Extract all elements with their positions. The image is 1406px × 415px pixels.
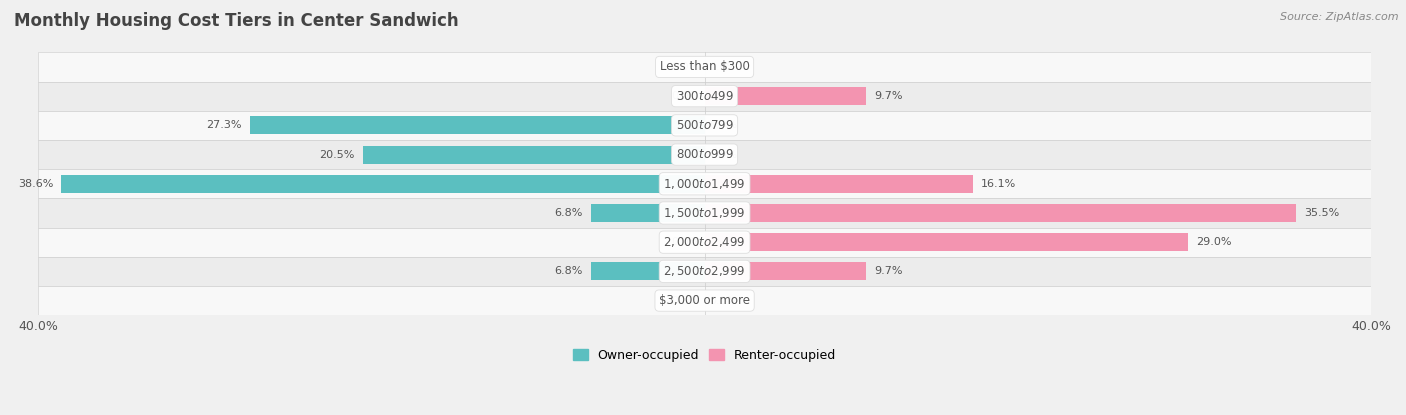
Text: 16.1%: 16.1% bbox=[981, 179, 1017, 189]
Bar bbox=[38, 257, 1371, 286]
Text: $3,000 or more: $3,000 or more bbox=[659, 294, 749, 307]
Bar bbox=[38, 82, 1371, 111]
Text: $800 to $999: $800 to $999 bbox=[676, 148, 734, 161]
Bar bbox=[363, 146, 704, 164]
Text: 9.7%: 9.7% bbox=[875, 266, 903, 276]
Text: 0.0%: 0.0% bbox=[710, 149, 738, 160]
Bar bbox=[38, 111, 1371, 140]
Text: 0.0%: 0.0% bbox=[710, 120, 738, 130]
Bar bbox=[38, 52, 1371, 82]
Text: 35.5%: 35.5% bbox=[1305, 208, 1340, 218]
Text: Less than $300: Less than $300 bbox=[659, 61, 749, 73]
Bar bbox=[704, 204, 1296, 222]
Bar bbox=[592, 204, 704, 222]
Bar bbox=[38, 140, 1371, 169]
Text: 9.7%: 9.7% bbox=[875, 91, 903, 101]
Text: Source: ZipAtlas.com: Source: ZipAtlas.com bbox=[1281, 12, 1399, 22]
Text: 29.0%: 29.0% bbox=[1197, 237, 1232, 247]
Text: $500 to $799: $500 to $799 bbox=[676, 119, 734, 132]
Bar bbox=[704, 87, 866, 105]
Bar bbox=[38, 286, 1371, 315]
Bar bbox=[250, 116, 704, 134]
Text: 0.0%: 0.0% bbox=[710, 62, 738, 72]
Text: $1,000 to $1,499: $1,000 to $1,499 bbox=[664, 177, 745, 191]
Text: $2,500 to $2,999: $2,500 to $2,999 bbox=[664, 264, 745, 278]
Text: $300 to $499: $300 to $499 bbox=[676, 90, 734, 103]
Text: 20.5%: 20.5% bbox=[319, 149, 354, 160]
Bar bbox=[38, 227, 1371, 257]
Text: $1,500 to $1,999: $1,500 to $1,999 bbox=[664, 206, 745, 220]
Bar bbox=[704, 233, 1188, 251]
Legend: Owner-occupied, Renter-occupied: Owner-occupied, Renter-occupied bbox=[568, 344, 841, 367]
Bar bbox=[38, 169, 1371, 198]
Text: 0.0%: 0.0% bbox=[671, 237, 700, 247]
Text: 0.0%: 0.0% bbox=[671, 295, 700, 305]
Text: 38.6%: 38.6% bbox=[18, 179, 53, 189]
Bar bbox=[62, 175, 704, 193]
Text: 0.0%: 0.0% bbox=[710, 295, 738, 305]
Text: $2,000 to $2,499: $2,000 to $2,499 bbox=[664, 235, 745, 249]
Bar bbox=[592, 262, 704, 281]
Text: 6.8%: 6.8% bbox=[554, 208, 583, 218]
Text: 27.3%: 27.3% bbox=[205, 120, 242, 130]
Bar bbox=[704, 262, 866, 281]
Text: 6.8%: 6.8% bbox=[554, 266, 583, 276]
Bar bbox=[704, 175, 973, 193]
Text: Monthly Housing Cost Tiers in Center Sandwich: Monthly Housing Cost Tiers in Center San… bbox=[14, 12, 458, 30]
Text: 0.0%: 0.0% bbox=[671, 62, 700, 72]
Bar bbox=[38, 198, 1371, 227]
Text: 0.0%: 0.0% bbox=[671, 91, 700, 101]
